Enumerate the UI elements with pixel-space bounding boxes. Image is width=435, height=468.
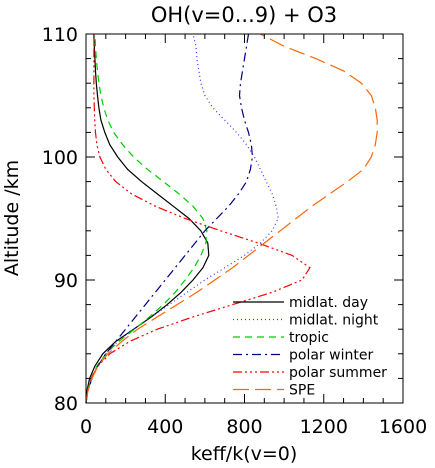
- x-tick-label: 800: [226, 416, 262, 438]
- chart-title: OH(v=0...9) + O3: [151, 3, 337, 27]
- legend-label: midlat. night: [289, 313, 379, 329]
- x-tick-label: 1600: [379, 416, 427, 438]
- x-tick-label: 400: [147, 416, 183, 438]
- legend-label: polar summer: [289, 365, 387, 381]
- series-line-5: [85, 33, 378, 404]
- legend-label: midlat. day: [289, 295, 368, 311]
- y-tick-label: 110: [42, 24, 78, 46]
- y-tick-label: 90: [54, 270, 78, 292]
- legend-label: polar winter: [289, 348, 373, 364]
- x-tick-label: 1200: [300, 416, 348, 438]
- series-lines: [85, 33, 378, 404]
- x-tick-label: 0: [80, 416, 92, 438]
- legend-label: tropic: [289, 330, 329, 346]
- series-line-1: [85, 33, 279, 404]
- axis-ticks: 0 400 800 1200 1600 80 90 100 110: [42, 24, 427, 438]
- legend-label: SPE: [289, 383, 315, 399]
- y-tick-label: 80: [54, 393, 78, 415]
- x-axis-label: keff/k(v=0): [191, 443, 298, 465]
- y-axis-label: Altitude /km: [1, 160, 23, 276]
- series-line-4: [85, 34, 311, 404]
- series-line-0: [85, 33, 210, 404]
- series-line-3: [85, 33, 254, 404]
- y-tick-label: 100: [42, 147, 78, 169]
- series-line-2: [85, 33, 208, 404]
